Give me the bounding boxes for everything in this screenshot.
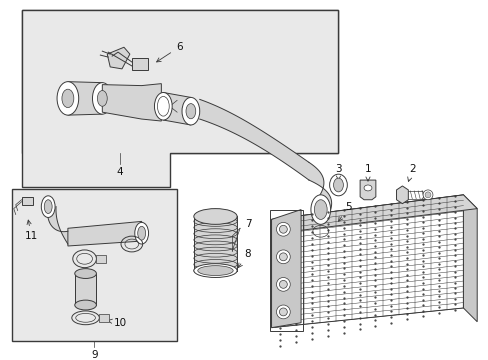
Circle shape	[279, 253, 287, 261]
Text: 11: 11	[25, 220, 38, 241]
Text: 2: 2	[407, 164, 415, 181]
Text: 3: 3	[334, 164, 341, 180]
Polygon shape	[271, 195, 463, 328]
Ellipse shape	[185, 104, 195, 119]
Circle shape	[276, 278, 290, 291]
Ellipse shape	[329, 174, 346, 196]
Bar	[21, 197, 33, 205]
Bar	[193, 216, 237, 271]
Text: 5: 5	[338, 202, 351, 221]
Circle shape	[276, 305, 290, 319]
Ellipse shape	[193, 208, 237, 224]
Circle shape	[279, 280, 287, 288]
Ellipse shape	[75, 300, 96, 310]
Polygon shape	[21, 10, 338, 187]
Polygon shape	[271, 210, 301, 328]
Ellipse shape	[193, 264, 237, 278]
Text: 9: 9	[91, 350, 98, 360]
Ellipse shape	[363, 185, 371, 191]
Polygon shape	[107, 47, 130, 69]
Polygon shape	[396, 186, 407, 204]
Polygon shape	[68, 221, 142, 246]
Circle shape	[424, 192, 430, 198]
Circle shape	[422, 190, 432, 200]
Circle shape	[276, 250, 290, 264]
Bar	[21, 10, 338, 153]
Ellipse shape	[62, 89, 74, 108]
Ellipse shape	[44, 200, 52, 213]
Ellipse shape	[154, 93, 172, 120]
Polygon shape	[102, 84, 161, 121]
Ellipse shape	[97, 90, 107, 106]
Bar	[75, 274, 96, 305]
Bar	[269, 210, 303, 330]
Polygon shape	[463, 195, 476, 322]
Ellipse shape	[57, 82, 79, 115]
Ellipse shape	[314, 200, 326, 220]
Text: 4: 4	[117, 167, 123, 177]
Text: 1: 1	[364, 164, 370, 181]
Text: 7: 7	[244, 219, 251, 229]
Text: 6: 6	[156, 42, 182, 62]
Ellipse shape	[75, 269, 96, 279]
Bar	[132, 58, 147, 70]
Ellipse shape	[333, 178, 343, 192]
Circle shape	[279, 308, 287, 316]
Text: 8: 8	[238, 249, 251, 267]
Ellipse shape	[41, 196, 55, 217]
Text: 10: 10	[107, 318, 126, 328]
Polygon shape	[308, 162, 331, 215]
Ellipse shape	[182, 98, 199, 125]
Polygon shape	[359, 180, 375, 200]
Bar	[12, 189, 177, 341]
Ellipse shape	[197, 266, 233, 275]
Polygon shape	[271, 195, 476, 232]
Ellipse shape	[92, 83, 112, 114]
Bar	[96, 255, 106, 263]
Circle shape	[276, 222, 290, 236]
Polygon shape	[47, 207, 68, 244]
Ellipse shape	[135, 222, 148, 244]
Ellipse shape	[138, 226, 145, 240]
Polygon shape	[163, 93, 190, 125]
Polygon shape	[68, 82, 102, 115]
Bar	[99, 314, 109, 322]
Polygon shape	[199, 99, 308, 180]
Circle shape	[279, 225, 287, 233]
Ellipse shape	[310, 195, 330, 224]
